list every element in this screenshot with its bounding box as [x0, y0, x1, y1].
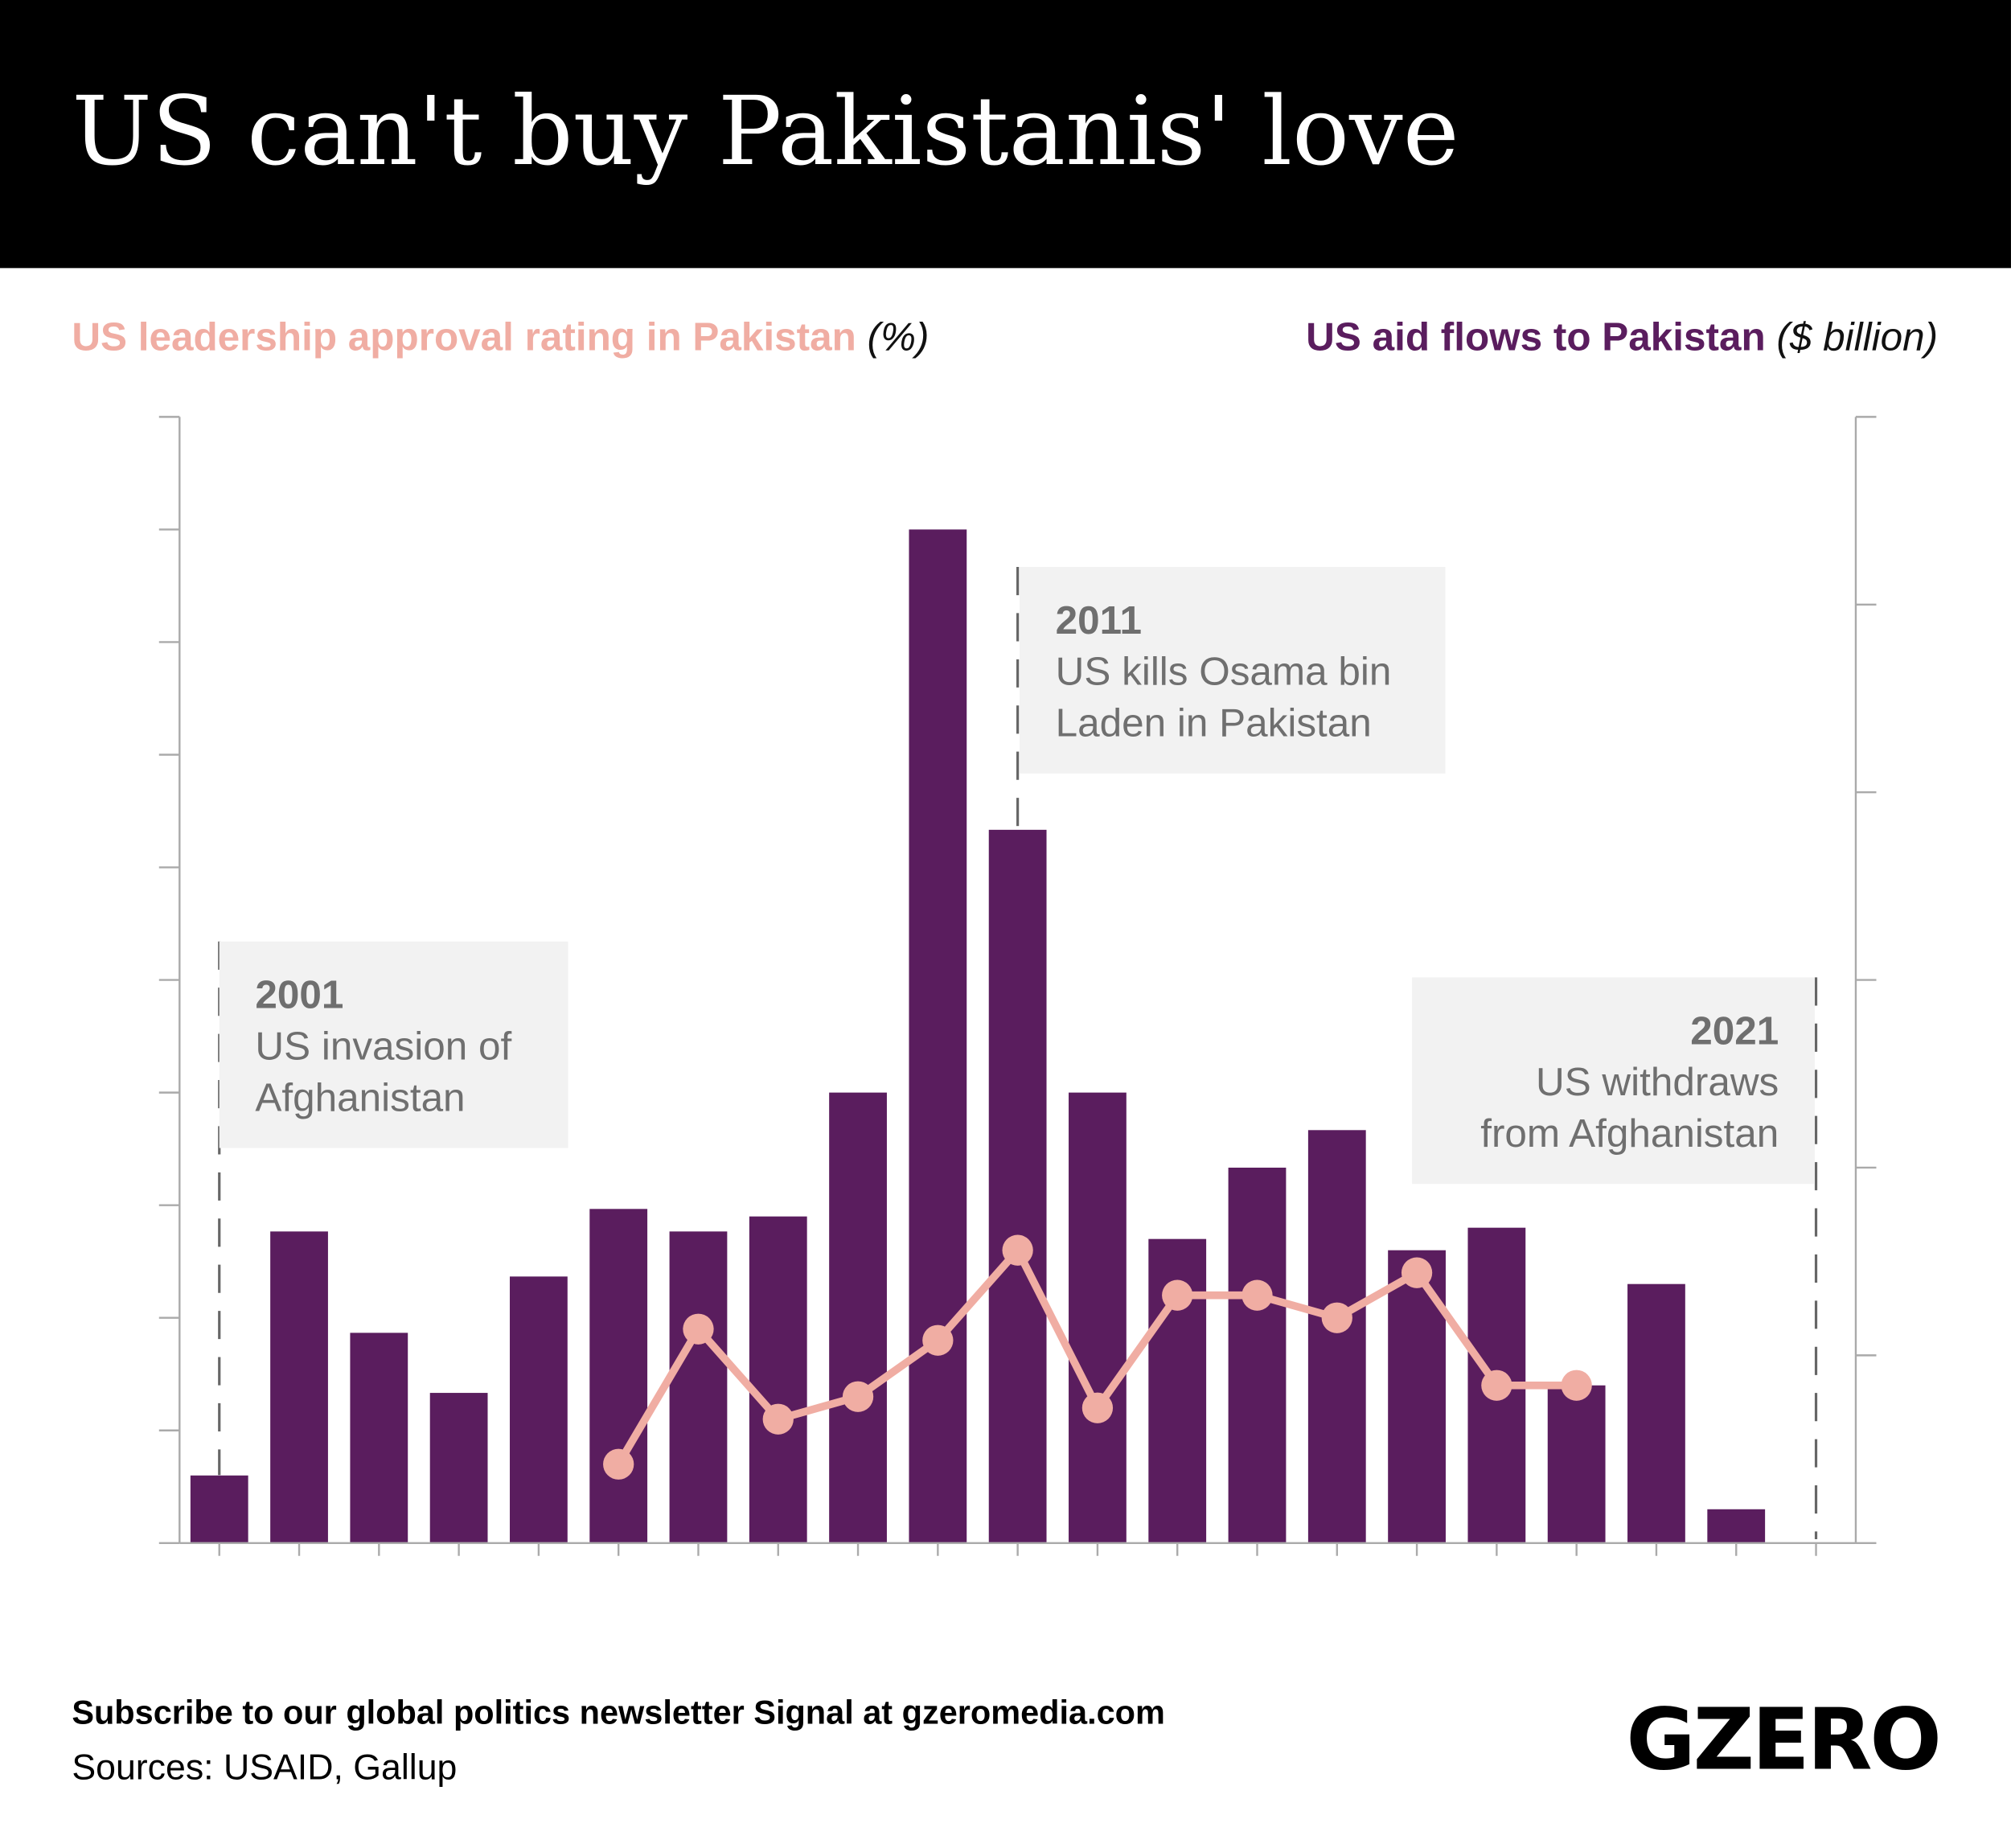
- approval-point-2009: [842, 1381, 874, 1412]
- gzero-logo: GZERO: [1626, 1690, 1941, 1790]
- legend-approval: US leadership approval rating in Pakista…: [72, 314, 929, 360]
- bar-2014: [1228, 1167, 1287, 1543]
- bar-2008: [749, 1216, 807, 1543]
- annotation-text: US kills Osama bin: [1055, 649, 1392, 694]
- legend-approval-unit: (%): [867, 314, 930, 359]
- approval-point-2016: [1401, 1257, 1433, 1288]
- bar-2007: [669, 1231, 728, 1543]
- bar-2005: [510, 1276, 568, 1543]
- bar-2006: [589, 1209, 648, 1543]
- bar-2019: [1627, 1283, 1685, 1543]
- bar-2011: [988, 829, 1047, 1543]
- legend-approval-label: US leadership approval rating in Pakista…: [72, 314, 856, 359]
- annotation-heading: 2011: [1055, 598, 1142, 643]
- annotation-text: US invasion of: [255, 1023, 512, 1069]
- bar-2009: [829, 1092, 887, 1543]
- bar-2003: [350, 1333, 408, 1543]
- bar-2020: [1707, 1509, 1766, 1543]
- legend-aid: US aid flows to Pakistan ($ billion): [1306, 314, 1938, 360]
- approval-point-2013: [1162, 1279, 1193, 1311]
- legend-aid-label: US aid flows to Pakistan: [1306, 314, 1766, 359]
- approval-point-2008: [762, 1403, 794, 1435]
- annotation-2001: 2001 US invasion of Afghanistan: [219, 941, 568, 1148]
- approval-point-2014: [1241, 1279, 1273, 1311]
- approval-point-2012: [1081, 1392, 1114, 1423]
- bar-2016: [1388, 1250, 1446, 1543]
- bar-2012: [1069, 1092, 1127, 1543]
- approval-point-2011: [1002, 1234, 1033, 1266]
- approval-point-2006: [603, 1448, 634, 1480]
- header-bar: US can't buy Pakistanis' love: [0, 0, 2011, 269]
- annotation-text: Laden in Pakistan: [1055, 700, 1372, 745]
- approval-point-2017: [1481, 1370, 1512, 1401]
- bar-2015: [1307, 1130, 1366, 1543]
- bar-2001: [190, 1475, 248, 1543]
- legend-aid-unit: ($ billion): [1776, 314, 1939, 359]
- annotation-heading: 2021: [1690, 1008, 1779, 1053]
- approval-point-2018: [1561, 1370, 1592, 1401]
- bar-2018: [1547, 1385, 1606, 1543]
- bar-2004: [429, 1393, 488, 1543]
- bar-2002: [270, 1231, 328, 1543]
- annotation-heading: 2001: [255, 972, 344, 1017]
- sources-text: Sources: USAID, Gallup: [72, 1747, 458, 1787]
- approval-point-2015: [1321, 1302, 1352, 1333]
- annotation-2011: 2011 US kills Osama bin Laden in Pakista…: [1020, 566, 1446, 774]
- annotation-2021: 2021 US withdraws from Afghanistan: [1412, 977, 1815, 1185]
- subscribe-text: Subscribe to our global politics newslet…: [72, 1693, 1165, 1732]
- bar-2010: [909, 529, 967, 1543]
- approval-point-2010: [922, 1324, 954, 1356]
- approval-point-2007: [683, 1313, 714, 1345]
- page-title: US can't buy Pakistanis' love: [72, 76, 1459, 187]
- annotation-text: Afghanistan: [255, 1074, 466, 1120]
- annotation-text: US withdraws: [1536, 1059, 1779, 1105]
- annotation-text: from Afghanistan: [1480, 1111, 1779, 1156]
